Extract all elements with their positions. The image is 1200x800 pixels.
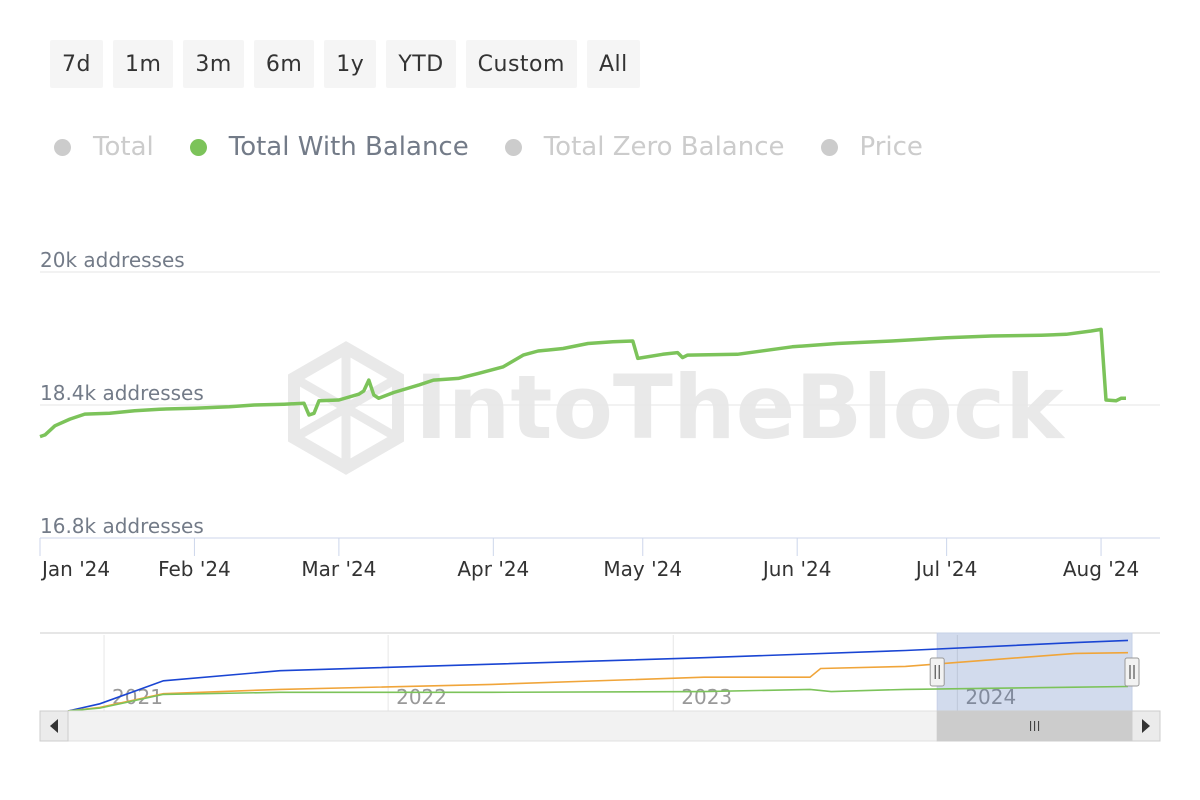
chart-legend: Total Total With Balance Total Zero Bala… bbox=[54, 132, 959, 162]
watermark-text: IntoTheBlock bbox=[415, 356, 1066, 459]
main-chart: IntoTheBlock 20k addresses 18.4k addresse… bbox=[39, 248, 1160, 581]
legend-label: Total Zero Balance bbox=[543, 132, 785, 162]
x-tick-label: Jan '24 bbox=[40, 557, 110, 581]
legend-label: Total bbox=[93, 132, 154, 162]
navigator-grid bbox=[103, 635, 958, 711]
range-selector: 7d 1m 3m 6m 1y YTD Custom All bbox=[50, 40, 650, 88]
legend-dot-icon bbox=[54, 138, 71, 156]
range-button-1y[interactable]: 1y bbox=[324, 40, 377, 88]
legend-dot-icon bbox=[189, 138, 207, 156]
legend-item-total-with-balance[interactable]: Total With Balance bbox=[189, 132, 469, 162]
x-tick-label: Jul '24 bbox=[914, 557, 977, 581]
scroll-left-button[interactable] bbox=[39, 710, 69, 742]
legend-dot-icon bbox=[820, 138, 838, 156]
range-button-6m[interactable]: 6m bbox=[253, 40, 315, 88]
x-axis: Jan '24 Feb '24 Mar '24 Apr '24 May '24 Jun '… bbox=[39, 538, 1139, 581]
arrow-right-icon bbox=[1142, 719, 1150, 733]
navigator-series bbox=[67, 639, 1129, 712]
x-tick-label: Apr '24 bbox=[457, 557, 529, 581]
navigator-selection[interactable] bbox=[936, 632, 1133, 712]
legend-item-total-zero-balance[interactable]: Total Zero Balance bbox=[504, 132, 785, 162]
legend-item-price[interactable]: Price bbox=[820, 132, 923, 162]
x-tick-label: Jun '24 bbox=[761, 557, 832, 581]
y-tick-label: 16.8k addresses bbox=[40, 514, 204, 538]
range-button-1m[interactable]: 1m bbox=[112, 40, 174, 88]
x-tick-label: Mar '24 bbox=[301, 557, 376, 581]
scrollbar-thumb[interactable] bbox=[936, 710, 1133, 742]
legend-item-total[interactable]: Total bbox=[54, 132, 154, 162]
navigator-handle-left[interactable] bbox=[929, 657, 945, 687]
x-tick-label: Aug '24 bbox=[1063, 557, 1139, 581]
range-button-7d[interactable]: 7d bbox=[50, 40, 103, 88]
arrow-left-icon bbox=[50, 719, 58, 733]
y-axis: 20k addresses 18.4k addresses 16.8k addres… bbox=[40, 248, 204, 538]
y-tick-label: 18.4k addresses bbox=[40, 381, 204, 405]
range-button-3m[interactable]: 3m bbox=[183, 40, 244, 88]
x-tick-label: Feb '24 bbox=[158, 557, 231, 581]
y-tick-label: 20k addresses bbox=[40, 248, 185, 272]
x-tick-label: May '24 bbox=[603, 557, 682, 581]
legend-label: Price bbox=[859, 132, 923, 162]
scroll-right-button[interactable] bbox=[1131, 710, 1161, 742]
navigator: 2021 2022 2023 2024 bbox=[39, 632, 1161, 742]
navigator-series-line bbox=[67, 685, 1129, 712]
navigator-series-line bbox=[67, 639, 1129, 712]
navigator-year-labels: 2021 2022 2023 2024 bbox=[112, 685, 1016, 709]
navigator-year-label: 2023 bbox=[681, 685, 732, 709]
legend-dot-icon bbox=[504, 138, 522, 156]
grid-lines bbox=[40, 271, 1160, 406]
intotheblock-logo-icon bbox=[288, 341, 404, 475]
grip-icon bbox=[1030, 721, 1040, 731]
navigator-handle-right[interactable] bbox=[1124, 657, 1140, 687]
navigator-year-label: 2022 bbox=[396, 685, 447, 709]
watermark: IntoTheBlock bbox=[288, 341, 1066, 475]
range-button-custom[interactable]: Custom bbox=[465, 40, 577, 88]
series bbox=[39, 327, 1126, 439]
series-line-total-with-balance bbox=[39, 327, 1126, 439]
range-button-all[interactable]: All bbox=[586, 40, 640, 88]
range-button-ytd[interactable]: YTD bbox=[386, 40, 456, 88]
legend-label: Total With Balance bbox=[228, 132, 469, 162]
